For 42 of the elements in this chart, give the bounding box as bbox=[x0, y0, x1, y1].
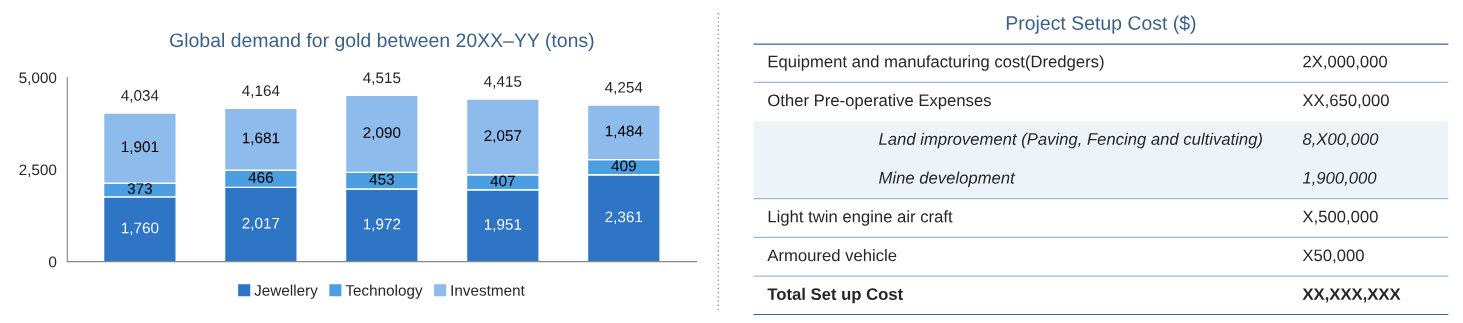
text: Other Pre-operative Expenses bbox=[768, 93, 991, 110]
y-tick-label: 0 bbox=[48, 256, 57, 268]
data-label: 2,090 bbox=[363, 127, 401, 140]
text: Light twin engine air craft bbox=[768, 210, 953, 226]
text: 2X,000,000 bbox=[1303, 55, 1388, 70]
data-label: 1,681 bbox=[242, 132, 280, 146]
data-label: 1,760 bbox=[121, 222, 159, 236]
total-label: 4,515 bbox=[363, 72, 401, 85]
data-label: 1,901 bbox=[121, 141, 159, 154]
data-label: 1,484 bbox=[605, 125, 643, 139]
y-tick-label: 2,500 bbox=[19, 164, 57, 178]
text: X,500,000 bbox=[1302, 210, 1378, 225]
text: XX,650,000 bbox=[1302, 94, 1389, 109]
data-label: 407 bbox=[490, 175, 515, 187]
text: Land improvement (Paving, Fencing and cultivating) bbox=[879, 132, 1262, 149]
text: 1,900,000 bbox=[1302, 171, 1377, 186]
legend-label: Jewellery bbox=[254, 284, 318, 299]
text: Equipment and manufacturing cost(Dredgers) bbox=[768, 55, 1104, 71]
text: Project Setup Cost ($) bbox=[1006, 15, 1196, 34]
total-label: 4,415 bbox=[484, 76, 522, 89]
text: Armoured vehicle bbox=[767, 249, 897, 262]
data-label: 453 bbox=[369, 173, 394, 185]
data-label: 373 bbox=[127, 183, 152, 195]
data-label: 2,057 bbox=[484, 130, 522, 143]
text: XX,XXX,XXX bbox=[1302, 288, 1401, 303]
text: X50,000 bbox=[1302, 249, 1364, 264]
chart-title: Global demand for gold between 20XX–YY (tons) bbox=[170, 32, 594, 51]
data-label: 2,017 bbox=[242, 217, 280, 231]
total-label: 4,034 bbox=[121, 90, 159, 103]
legend-label: Technology bbox=[345, 284, 423, 299]
data-label: 466 bbox=[248, 172, 273, 183]
data-label: 409 bbox=[611, 160, 636, 172]
text: Total Set up Cost bbox=[767, 287, 903, 304]
total-label: 4,164 bbox=[242, 85, 280, 98]
text: Mine development bbox=[879, 171, 1016, 188]
data-label: 2,361 bbox=[605, 211, 643, 225]
total-label: 4,254 bbox=[605, 81, 643, 95]
text: 8,X00,000 bbox=[1302, 133, 1379, 147]
y-tick-label: 5,000 bbox=[19, 72, 57, 86]
data-label: 1,951 bbox=[484, 218, 522, 232]
data-label: 1,972 bbox=[363, 218, 401, 232]
legend-label: Investment bbox=[451, 285, 525, 296]
